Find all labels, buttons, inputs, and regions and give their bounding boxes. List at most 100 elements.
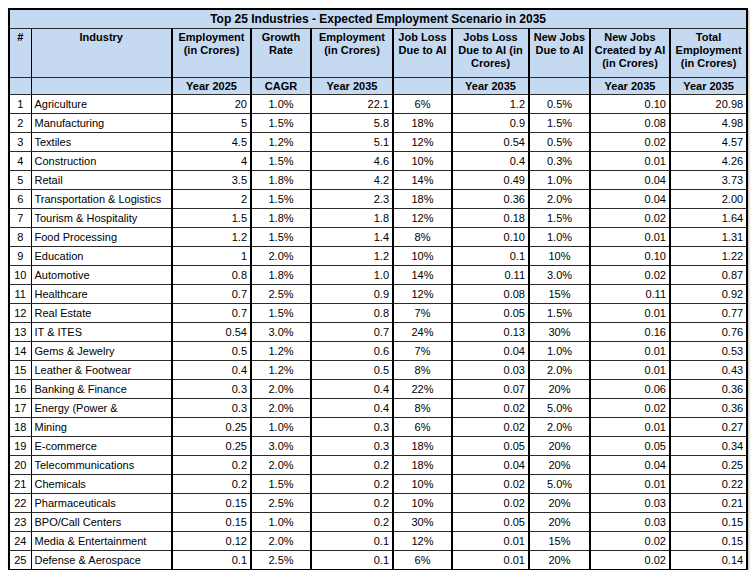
col-number-cell: 2: [9, 114, 31, 133]
col-jobs-loss-crores-cell: 0.18: [452, 209, 529, 228]
col-number-cell: 10: [9, 266, 31, 285]
col-growth-rate-cell: 2.5%: [251, 285, 311, 304]
col-number-cell: 14: [9, 342, 31, 361]
col-total-employment-cell: 2.00: [670, 190, 747, 209]
col-jobs-loss-crores-cell: 0.1: [452, 247, 529, 266]
col-new-jobs-crores-cell: 0.01: [590, 418, 670, 437]
industry-cell: Transportation & Logistics: [31, 190, 172, 209]
table-row: 1Agriculture201.0%22.16%1.20.5%0.1020.98: [9, 95, 747, 114]
page: Top 25 Industries - Expected Employment …: [0, 0, 752, 570]
col-number-cell: 6: [9, 190, 31, 209]
col-employment-2025-cell: 0.2: [172, 475, 251, 494]
industry-cell: Telecommunications: [31, 456, 172, 475]
col-employment-2025-cell: 0.7: [172, 285, 251, 304]
col-growth-rate-cell: 2.0%: [251, 399, 311, 418]
table-row: 2Manufacturing51.5%5.818%0.91.5%0.084.98: [9, 114, 747, 133]
col-employment-2025-cell: 1: [172, 247, 251, 266]
industry-cell: Education: [31, 247, 172, 266]
col-total-employment-cell: 0.25: [670, 456, 747, 475]
col-new-jobs-pct-cell: 2.0%: [529, 190, 590, 209]
col-employment-2025-cell: 0.2: [172, 456, 251, 475]
col-total-employment-cell: 0.53: [670, 342, 747, 361]
col-new-jobs-pct-cell: 1.5%: [529, 304, 590, 323]
col-growth-rate-cell: 1.5%: [251, 114, 311, 133]
col-number-cell: 5: [9, 171, 31, 190]
col-employment-2025-cell: 0.25: [172, 437, 251, 456]
col-jobs-loss-crores-cell: 0.49: [452, 171, 529, 190]
col-total-employment-cell: 0.36: [670, 399, 747, 418]
col-total-employment-header: Total Employment (in Crores): [670, 29, 747, 78]
col-employment-2035-subheader: Year 2035: [311, 78, 393, 95]
col-job-loss-pct-cell: 7%: [393, 304, 452, 323]
industry-cell: IT & ITES: [31, 323, 172, 342]
col-employment-2035-cell: 0.4: [311, 380, 393, 399]
col-growth-rate-cell: 2.0%: [251, 380, 311, 399]
table-row: 22Pharmaceuticals0.152.5%0.210%0.0220%0.…: [9, 494, 747, 513]
industry-cell: Pharmaceuticals: [31, 494, 172, 513]
col-number-cell: 15: [9, 361, 31, 380]
col-jobs-loss-crores-cell: 0.08: [452, 285, 529, 304]
col-employment-2035-cell: 0.4: [311, 399, 393, 418]
col-number-cell: 20: [9, 456, 31, 475]
col-new-jobs-pct-cell: 2.0%: [529, 361, 590, 380]
col-employment-2035-cell: 0.3: [311, 437, 393, 456]
col-employment-2025-cell: 0.4: [172, 361, 251, 380]
col-new-jobs-crores-cell: 0.02: [590, 133, 670, 152]
col-growth-rate-cell: 1.5%: [251, 228, 311, 247]
col-total-employment-cell: 4.26: [670, 152, 747, 171]
col-employment-2035-cell: 1.8: [311, 209, 393, 228]
col-job-loss-pct-cell: 12%: [393, 532, 452, 551]
industry-cell: Defense & Aerospace: [31, 551, 172, 570]
col-employment-2035-cell: 1.2: [311, 247, 393, 266]
col-total-employment-cell: 4.57: [670, 133, 747, 152]
col-new-jobs-pct-cell: 0.3%: [529, 152, 590, 171]
col-employment-2025-subheader: Year 2025: [172, 78, 251, 95]
col-new-jobs-pct-cell: 10%: [529, 247, 590, 266]
col-growth-rate-cell: 1.8%: [251, 266, 311, 285]
col-new-jobs-crores-cell: 0.01: [590, 361, 670, 380]
col-job-loss-pct-cell: 30%: [393, 513, 452, 532]
col-new-jobs-crores-cell: 0.01: [590, 304, 670, 323]
col-new-jobs-crores-cell: 0.02: [590, 266, 670, 285]
col-new-jobs-pct-cell: 1.5%: [529, 114, 590, 133]
col-jobs-loss-crores-cell: 0.04: [452, 342, 529, 361]
col-new-jobs-pct-cell: 20%: [529, 437, 590, 456]
col-total-employment-cell: 0.22: [670, 475, 747, 494]
col-job-loss-pct-cell: 22%: [393, 380, 452, 399]
col-new-jobs-crores-cell: 0.10: [590, 247, 670, 266]
col-growth-rate-cell: 1.0%: [251, 513, 311, 532]
col-employment-2035-cell: 0.2: [311, 513, 393, 532]
table-row: 8Food Processing1.21.5%1.48%0.101.0%0.01…: [9, 228, 747, 247]
col-new-jobs-crores-cell: 0.01: [590, 475, 670, 494]
col-employment-2025-cell: 5: [172, 114, 251, 133]
industry-cell: Chemicals: [31, 475, 172, 494]
col-growth-rate-cell: 1.8%: [251, 209, 311, 228]
col-new-jobs-crores-cell: 0.01: [590, 228, 670, 247]
col-job-loss-pct-cell: 18%: [393, 456, 452, 475]
col-job-loss-pct-cell: 7%: [393, 342, 452, 361]
col-growth-rate-cell: 1.2%: [251, 342, 311, 361]
industry-cell: Agriculture: [31, 95, 172, 114]
col-employment-2025-cell: 20: [172, 95, 251, 114]
col-growth-rate-cell: 2.0%: [251, 532, 311, 551]
table-row: 17Energy (Power &0.32.0%0.48%0.025.0%0.0…: [9, 399, 747, 418]
col-number-cell: 8: [9, 228, 31, 247]
industry-cell: Mining: [31, 418, 172, 437]
year-subheader-row: Year 2025CAGRYear 2035Year 2035Year 2035…: [9, 78, 747, 95]
industry-cell: Leather & Footwear: [31, 361, 172, 380]
col-job-loss-pct-cell: 10%: [393, 494, 452, 513]
col-new-jobs-pct-subheader: [529, 78, 590, 95]
col-growth-rate-cell: 1.2%: [251, 361, 311, 380]
col-jobs-loss-crores-cell: 0.02: [452, 494, 529, 513]
table-row: 15Leather & Footwear0.41.2%0.58%0.032.0%…: [9, 361, 747, 380]
col-new-jobs-pct-cell: 20%: [529, 551, 590, 570]
col-job-loss-pct-cell: 12%: [393, 285, 452, 304]
col-employment-2035-cell: 0.6: [311, 342, 393, 361]
col-job-loss-pct-cell: 14%: [393, 171, 452, 190]
industry-cell: Healthcare: [31, 285, 172, 304]
col-total-employment-cell: 1.64: [670, 209, 747, 228]
col-jobs-loss-crores-cell: 0.01: [452, 532, 529, 551]
table-row: 12Real Estate0.71.5%0.87%0.051.5%0.010.7…: [9, 304, 747, 323]
col-number-cell: 11: [9, 285, 31, 304]
col-growth-rate-cell: 1.0%: [251, 418, 311, 437]
